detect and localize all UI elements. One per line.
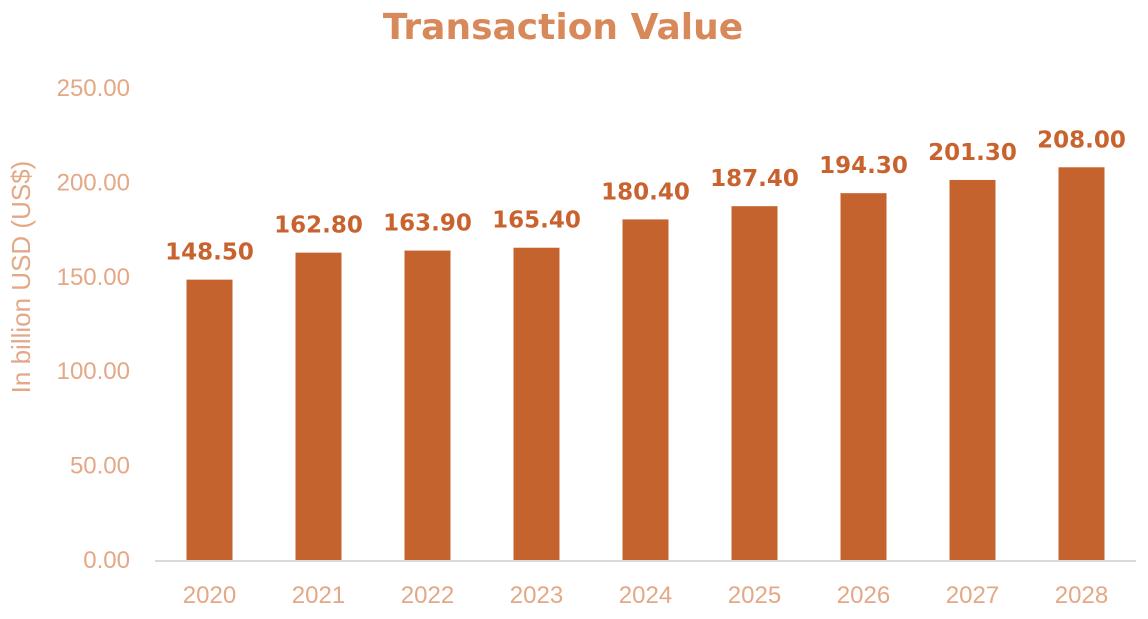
- data-label: 201.30: [928, 140, 1017, 166]
- bar: [840, 193, 887, 560]
- y-tick-label: 150.00: [57, 264, 130, 291]
- data-label: 165.40: [492, 208, 581, 234]
- bar: [731, 206, 778, 561]
- x-tick-label: 2025: [728, 582, 781, 609]
- y-tick-label: 50.00: [70, 453, 130, 480]
- x-axis-ticks: 2020 2021 2022 2023 2024 2025 2026 2027 2028: [183, 582, 1108, 609]
- x-tick-label: 2021: [292, 582, 345, 609]
- data-labels-group: 148.50 162.80 163.90 165.40 180.40 187.40 194.…: [165, 127, 1126, 265]
- x-tick-label: 2022: [401, 582, 454, 609]
- data-label: 194.30: [819, 153, 908, 179]
- y-tick-label: 200.00: [57, 169, 130, 196]
- bar: [404, 250, 451, 560]
- bar: [295, 252, 342, 560]
- data-label: 180.40: [601, 179, 690, 205]
- x-tick-label: 2027: [946, 582, 999, 609]
- bar: [1058, 167, 1105, 560]
- x-tick-label: 2028: [1055, 582, 1108, 609]
- bar: [622, 219, 669, 561]
- bars-group: [186, 167, 1105, 561]
- data-label: 208.00: [1037, 127, 1126, 153]
- y-axis-ticks: 0.00 50.00 100.00 150.00 200.00 250.00: [57, 75, 130, 574]
- x-tick-label: 2024: [619, 582, 672, 609]
- x-tick-label: 2020: [183, 582, 236, 609]
- y-tick-label: 100.00: [57, 358, 130, 385]
- y-tick-label: 250.00: [57, 75, 130, 102]
- y-axis-label: In billion USD (US$): [6, 161, 36, 394]
- y-tick-label: 0.00: [83, 547, 130, 574]
- x-tick-label: 2023: [510, 582, 563, 609]
- data-label: 187.40: [710, 166, 799, 192]
- bar: [186, 279, 233, 560]
- bar: [513, 247, 560, 560]
- x-tick-label: 2026: [837, 582, 890, 609]
- data-label: 162.80: [274, 213, 363, 239]
- data-label: 148.50: [165, 240, 254, 266]
- chart-title: Transaction Value: [383, 7, 743, 48]
- bar: [949, 179, 996, 560]
- data-label: 163.90: [383, 211, 472, 237]
